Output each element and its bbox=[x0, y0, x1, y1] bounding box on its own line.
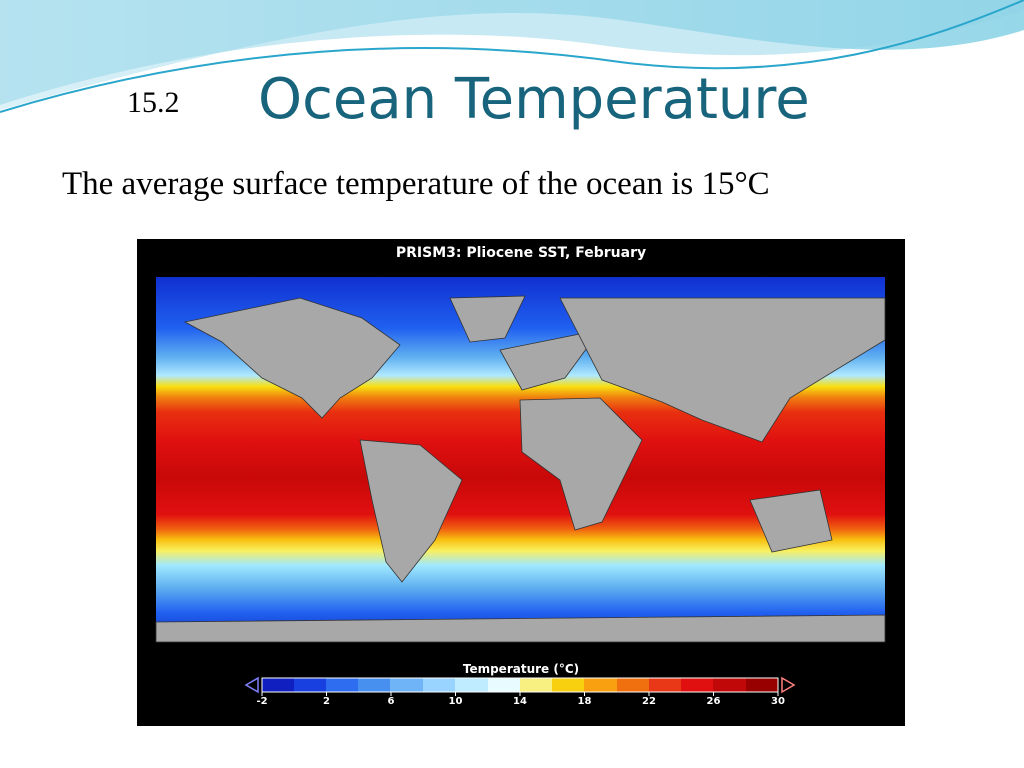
colorbar-tick-label: 30 bbox=[771, 696, 785, 707]
header-waves bbox=[0, 0, 1024, 113]
colorbar bbox=[244, 676, 796, 694]
colorbar-tick-label: 6 bbox=[388, 696, 395, 707]
colorbar-tick-label: -2 bbox=[256, 696, 267, 707]
colorbar-label: Temperature (°C) bbox=[463, 662, 579, 676]
slide-number: 15.2 bbox=[127, 86, 180, 119]
colorbar-tick-label: 2 bbox=[323, 696, 330, 707]
figure: PRISM3: Pliocene SST, February Temperatu… bbox=[137, 239, 905, 726]
colorbar-tick-label: 10 bbox=[449, 696, 463, 707]
body-text: The average surface temperature of the o… bbox=[62, 166, 770, 202]
colorbar-tick-label: 22 bbox=[642, 696, 656, 707]
colorbar-tick-label: 14 bbox=[513, 696, 527, 707]
colorbar-ticks: -2 2 6 10 14 18 22 26 30 bbox=[256, 692, 785, 707]
colorbar-tick-label: 18 bbox=[578, 696, 592, 707]
slide-title: Ocean Temperature bbox=[258, 67, 810, 132]
continents bbox=[155, 295, 886, 643]
colorbar-tick-label: 26 bbox=[707, 696, 721, 707]
figure-title: PRISM3: Pliocene SST, February bbox=[396, 245, 646, 261]
